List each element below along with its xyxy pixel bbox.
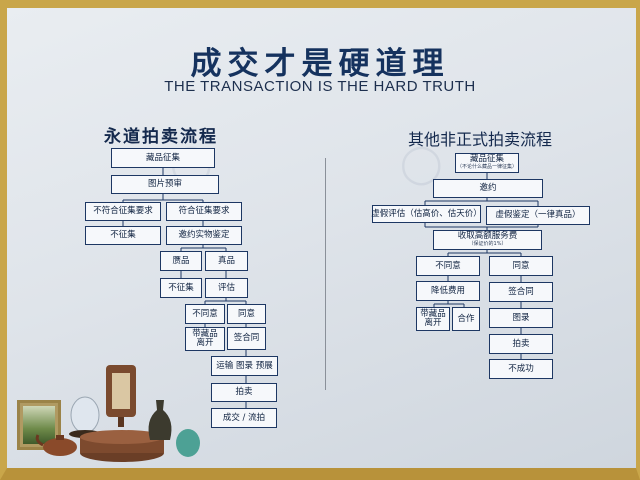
left-box-result: 成交 / 流拍	[211, 408, 277, 428]
page-subtitle: THE TRANSACTION IS THE HARD TRUTH	[164, 78, 476, 95]
left-box-invite-appraisal: 邀约实物鉴定	[166, 226, 242, 245]
right-box-catalog: 图录	[489, 308, 553, 328]
right-box-fail: 不成功	[489, 359, 553, 379]
page-title: 成交才是硬道理	[190, 46, 450, 82]
left-box-auction: 拍卖	[211, 383, 277, 402]
right-box-collect: 藏品征集 （不论什么藏品一律征集）	[455, 153, 519, 173]
right-box-fee-note: （保证价的1%）	[468, 241, 507, 248]
left-flow-title: 永道拍卖流程	[104, 127, 218, 147]
right-box-disagree: 不同意	[416, 256, 480, 276]
right-flow-title: 其他非正式拍卖流程	[408, 130, 553, 149]
antiques-decoration-image	[35, 365, 200, 462]
left-box-ship: 运输 图录 预展	[211, 356, 278, 376]
left-box-collect: 藏品征集	[111, 148, 215, 168]
center-divider	[325, 158, 326, 390]
right-box-agree: 同意	[489, 256, 553, 276]
left-box-preview: 图片预审	[111, 175, 219, 194]
right-box-sign: 签合同	[489, 282, 553, 302]
right-box-reduce-fee: 降低费用	[416, 281, 480, 301]
left-box-fake: 赝品	[160, 251, 202, 271]
right-box-take-away: 带藏品离开	[416, 307, 450, 331]
left-box-not-collect-2: 不征集	[160, 278, 202, 298]
right-box-invite: 邀约	[433, 179, 543, 198]
right-box-false-eval: 虚假评估（估高价、估天价）	[371, 205, 482, 223]
left-box-not-collect: 不征集	[85, 226, 161, 245]
left-box-sign: 签合同	[227, 327, 266, 350]
left-box-agree: 同意	[227, 304, 266, 324]
left-box-disagree: 不同意	[185, 304, 225, 324]
right-box-auction: 拍卖	[489, 334, 553, 354]
left-box-meet: 符合征集要求	[166, 202, 242, 221]
right-box-fee: 收取高额服务费 （保证价的1%）	[433, 230, 542, 250]
right-box-collect-note: （不论什么藏品一律征集）	[456, 164, 517, 171]
right-box-false-appraisal: 虚假鉴定（一律真品）	[486, 206, 590, 225]
left-box-not-meet: 不符合征集要求	[85, 202, 161, 221]
left-box-evaluate: 评估	[205, 278, 248, 298]
left-box-genuine: 真品	[205, 251, 248, 271]
right-box-cooperate: 合作	[452, 307, 480, 331]
left-box-take-away: 带藏品离开	[185, 327, 225, 351]
